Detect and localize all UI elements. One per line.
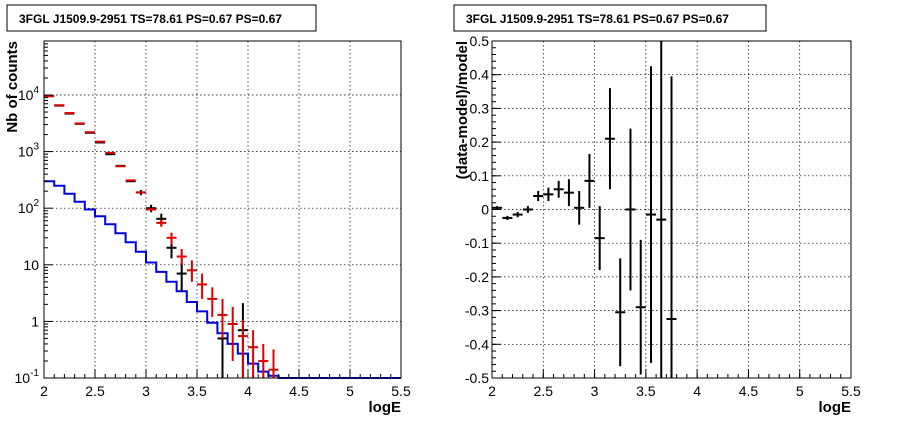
right-ticks: 2 2.5 3 3.5 4 4.5 5 5.5 -0.5 -0.4 -0.3 -0.2 -0.1 0 0.1… xyxy=(465,33,861,399)
left-panel: 2 2.5 3 3.5 4 4.5 5 5.5 10-1 1 10 102 103 104 3FGL J1… xyxy=(4,4,411,416)
right-panel: 2 2.5 3 3.5 4 4.5 5 5.5 -0.5 -0.4 -0.3 -0.2 -0.1 0 0.1… xyxy=(453,4,861,416)
left-x-tick-label: 2 xyxy=(40,383,48,399)
right-x-tick-label: 5.5 xyxy=(841,383,861,399)
right-y-tick-label: 0.2 xyxy=(470,134,490,150)
right-x-axis-label: logE xyxy=(819,399,852,416)
right-x-tick-label: 3.5 xyxy=(636,383,656,399)
right-y-tick-label: -0.5 xyxy=(465,370,489,386)
background-model-step-line xyxy=(44,180,401,379)
right-title-box xyxy=(453,4,767,32)
right-y-tick-label: 0.5 xyxy=(470,33,490,49)
right-y-tick-label: -0.2 xyxy=(465,269,489,285)
left-chart-title: 3FGL J1509.9-2951 TS=78.61 PS=0.67 PS=0.… xyxy=(19,12,282,26)
right-y-axis-label: (data-model)/model xyxy=(454,41,471,179)
left-y-tick-label: 10 xyxy=(23,257,39,273)
right-grid xyxy=(492,41,851,378)
right-series xyxy=(492,41,677,378)
right-x-tick-label: 3 xyxy=(591,383,599,399)
left-y-axis-label: Nb of counts xyxy=(4,41,21,133)
right-y-tick-label: -0.4 xyxy=(465,336,489,352)
left-x-tick-label: 2.5 xyxy=(85,383,105,399)
left-y-tick-label: 102 xyxy=(18,198,40,216)
right-y-tick-label: 0.4 xyxy=(470,67,490,83)
left-y-tick-label: 10-1 xyxy=(15,368,40,386)
left-x-tick-label: 4.5 xyxy=(289,383,309,399)
right-x-tick-label: 4 xyxy=(693,383,701,399)
left-title-box xyxy=(6,4,317,32)
left-x-tick-label: 5 xyxy=(346,383,354,399)
left-plot-frame xyxy=(43,40,402,379)
right-x-tick-label: 5 xyxy=(796,383,804,399)
right-chart-title: 3FGL J1509.9-2951 TS=78.61 PS=0.67 PS=0.… xyxy=(466,12,729,26)
right-y-tick-label: -0.1 xyxy=(465,235,489,251)
left-y-tick-label: 103 xyxy=(18,142,40,160)
right-y-tick-label: 0.1 xyxy=(470,168,490,184)
right-x-tick-label: 2.5 xyxy=(534,383,554,399)
left-x-tick-label: 3 xyxy=(142,383,150,399)
right-y-tick-label: -0.3 xyxy=(465,303,489,319)
left-y-tick-label: 1 xyxy=(31,313,39,329)
left-ticks: 2 2.5 3 3.5 4 4.5 5 5.5 10-1 1 10 102 103 104 xyxy=(15,40,411,399)
right-y-tick-label: 0 xyxy=(481,202,489,218)
left-y-tick-label: 104 xyxy=(18,85,40,103)
left-x-axis-label: logE xyxy=(369,399,402,416)
right-x-tick-label: 4.5 xyxy=(739,383,759,399)
left-grid xyxy=(44,41,401,378)
left-series xyxy=(44,95,401,379)
right-x-tick-label: 2 xyxy=(488,383,496,399)
left-x-tick-label: 4 xyxy=(244,383,252,399)
left-x-tick-label: 5.5 xyxy=(391,383,411,399)
left-x-tick-label: 3.5 xyxy=(187,383,207,399)
right-y-tick-label: 0.3 xyxy=(470,100,490,116)
